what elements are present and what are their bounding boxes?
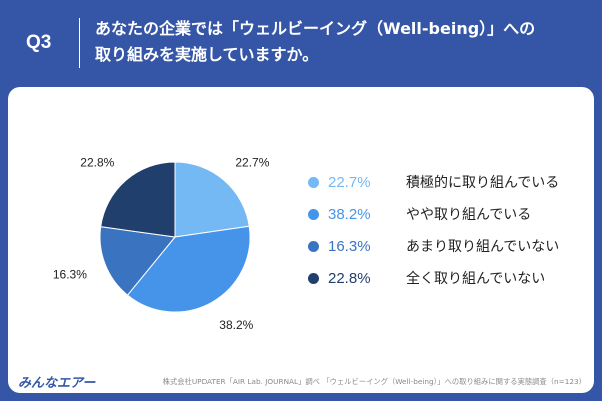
pie-data-label-4: 22.8% — [80, 156, 114, 170]
legend-swatch-1 — [308, 176, 319, 188]
pie-data-label-2: 38.2% — [219, 318, 253, 332]
pie-slice-3 — [99, 226, 176, 296]
question-line-1: あなたの企業では「ウェルビーイング（Well-being）」への — [95, 19, 536, 38]
legend-value-2: 38.2% — [328, 205, 371, 223]
chart-card: 22.7% 38.2% 16.3% 22.8% 22.7% 積極的に取り組んでいる 3… — [8, 87, 594, 393]
pie-data-label-3: 16.3% — [53, 268, 87, 282]
legend-item-1: 22.7% 積極的に取り組んでいる — [308, 166, 588, 198]
source-note: 株式会社UPDATER「AIR Lab. JOURNAL」調べ 「ウェルビーイン… — [162, 377, 586, 386]
chart-legend: 22.7% 積極的に取り組んでいる 38.2% やや取り組んでいる 16.3% … — [308, 166, 588, 294]
pie-slice-1 — [174, 161, 250, 238]
pie-slice-4 — [100, 161, 176, 238]
legend-swatch-4 — [308, 272, 319, 284]
legend-label-2: やや取り組んでいる — [406, 207, 532, 223]
pie-chart: 22.7% 38.2% 16.3% 22.8% — [53, 155, 270, 332]
legend-swatch-2 — [308, 208, 319, 220]
legend-value-4: 22.8% — [328, 269, 371, 287]
question-line-2: 取り組みを実施していますか。 — [95, 45, 319, 64]
legend-label-1: 積極的に取り組んでいる — [406, 175, 560, 191]
legend-item-4: 22.8% 全く取り組んでいない — [308, 262, 588, 294]
pie-data-label-1: 22.7% — [235, 155, 269, 169]
legend-label-4: 全く取り組んでいない — [406, 271, 546, 287]
legend-item-3: 16.3% あまり取り組んでいない — [308, 230, 588, 262]
legend-swatch-3 — [308, 240, 319, 252]
header-divider — [79, 18, 80, 68]
pie-slice-2 — [126, 225, 251, 313]
legend-label-3: あまり取り組んでいない — [406, 239, 560, 255]
question-text: あなたの企業では「ウェルビーイング（Well-being）」への 取り組みを実施… — [95, 16, 590, 68]
question-number: Q3 — [26, 32, 52, 53]
legend-value-1: 22.7% — [328, 173, 371, 191]
brand-logo: みんなエアー — [18, 376, 96, 391]
legend-value-3: 16.3% — [328, 237, 371, 255]
question-header: Q3 あなたの企業では「ウェルビーイング（Well-being）」への 取り組み… — [0, 0, 602, 84]
legend-item-2: 38.2% やや取り組んでいる — [308, 198, 588, 230]
